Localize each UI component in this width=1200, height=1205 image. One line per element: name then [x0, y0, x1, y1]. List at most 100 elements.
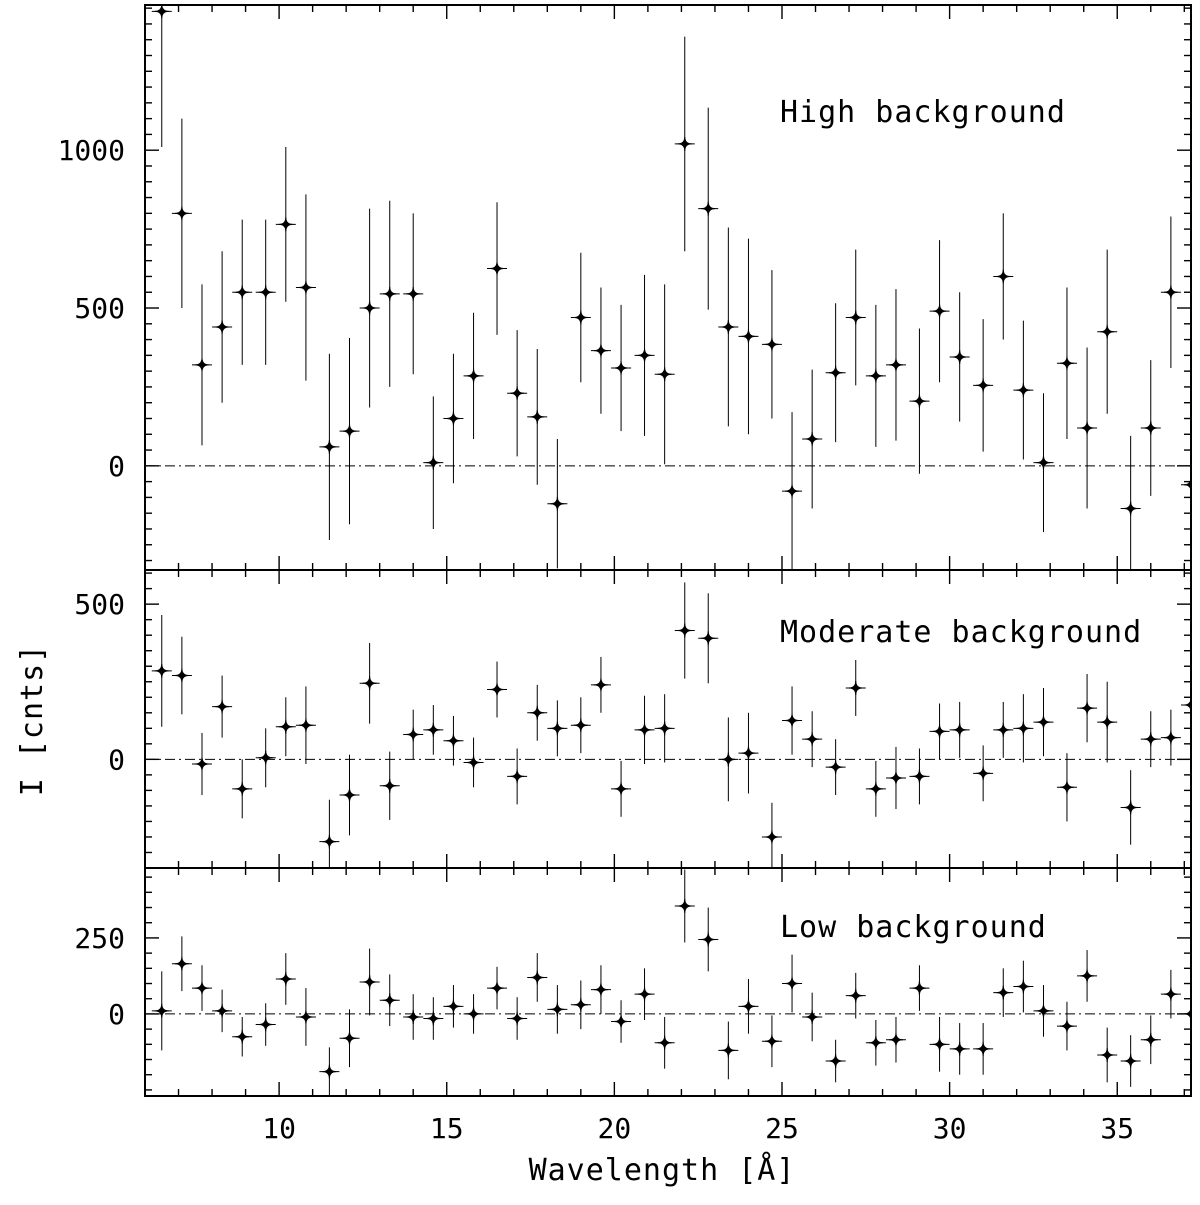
data-point [443, 985, 464, 1028]
point-marker [298, 280, 313, 295]
point-marker [406, 286, 421, 301]
data-point [929, 240, 950, 383]
point-marker [657, 367, 672, 382]
point-marker [996, 722, 1011, 737]
point-marker [154, 663, 169, 678]
data-point [845, 249, 866, 386]
point-marker [952, 1041, 967, 1056]
series-high [151, 5, 1191, 570]
data-point [885, 1016, 906, 1063]
data-point [993, 701, 1014, 758]
y-tick-label: 1000 [58, 134, 125, 167]
point-marker [764, 1034, 779, 1049]
point-marker [828, 365, 843, 380]
point-marker [996, 985, 1011, 1000]
point-marker [1080, 701, 1095, 716]
point-marker [1036, 455, 1051, 470]
data-point [802, 711, 823, 768]
point-marker [362, 676, 377, 691]
x-tick-label: 15 [430, 1112, 464, 1145]
point-marker [888, 1032, 903, 1047]
point-marker [362, 974, 377, 990]
point-marker [446, 411, 461, 426]
data-point [1056, 1001, 1077, 1051]
data-point [507, 748, 528, 805]
data-point [782, 686, 803, 755]
data-point [611, 304, 632, 432]
data-point [547, 985, 568, 1034]
data-point [1077, 347, 1098, 509]
data-point [547, 439, 568, 569]
point-marker [848, 310, 863, 325]
point-marker [1143, 1032, 1158, 1047]
data-point [232, 759, 253, 819]
point-marker [1123, 501, 1138, 516]
point-marker [550, 1002, 565, 1017]
point-marker [932, 724, 947, 739]
data-point [634, 968, 655, 1020]
panel-low: 0 250 Low background [74, 867, 1192, 1097]
point-marker [1163, 987, 1178, 1002]
point-marker [278, 719, 293, 734]
data-point [611, 1000, 632, 1043]
data-point [885, 746, 906, 810]
point-marker [1183, 698, 1191, 713]
x-axis-title: Wavelength [Å] [529, 1152, 796, 1188]
point-marker [530, 705, 545, 720]
data-point [255, 728, 276, 788]
point-marker [550, 721, 565, 736]
data-point [761, 270, 782, 419]
point-marker [701, 631, 716, 646]
data-point [1140, 360, 1161, 496]
data-point [973, 745, 994, 802]
data-point [949, 1023, 970, 1075]
data-point [1077, 673, 1098, 743]
data-point [1160, 969, 1181, 1019]
point-marker [848, 988, 863, 1003]
data-point [885, 289, 906, 441]
data-point [359, 642, 380, 724]
data-point [1097, 249, 1118, 414]
data-point [487, 966, 508, 1010]
point-marker [741, 999, 756, 1014]
data-point [634, 274, 655, 436]
point-marker [764, 337, 779, 352]
x-tick-label: 20 [597, 1112, 631, 1145]
panel-label: Moderate background [780, 615, 1142, 650]
point-marker [298, 718, 313, 733]
point-marker [466, 1006, 481, 1021]
panel-moderate: 0 500 Moderate background [74, 569, 1192, 869]
data-point [802, 369, 823, 509]
data-point [319, 1047, 340, 1096]
point-marker [1059, 1019, 1074, 1034]
point-marker [848, 680, 863, 695]
data-point [1181, 670, 1191, 740]
point-marker [258, 750, 273, 765]
point-marker [614, 360, 629, 376]
point-marker [701, 932, 716, 947]
point-marker [805, 732, 820, 747]
point-marker [510, 386, 525, 401]
data-point [1033, 393, 1054, 533]
point-marker [764, 829, 779, 844]
point-marker [805, 1009, 820, 1024]
data-point [802, 992, 823, 1042]
data-point [507, 330, 528, 457]
data-point [463, 737, 484, 788]
data-point [611, 760, 632, 817]
data-point [825, 1039, 846, 1083]
data-point [865, 1020, 886, 1066]
data-point [674, 36, 695, 252]
y-tick-label: 500 [74, 292, 125, 325]
data-point [1013, 960, 1034, 1013]
data-point [1033, 687, 1054, 757]
data-point [339, 338, 360, 525]
point-marker [215, 319, 230, 334]
point-marker [1100, 715, 1115, 730]
data-point [295, 686, 316, 765]
panel-frame [144, 867, 1192, 1097]
point-marker [1163, 730, 1178, 745]
data-point [1056, 753, 1077, 822]
point-marker [382, 778, 397, 793]
point-marker [828, 1054, 843, 1069]
